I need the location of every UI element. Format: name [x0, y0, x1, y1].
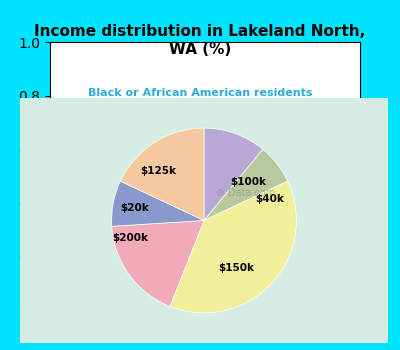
Text: $150k: $150k: [218, 258, 254, 273]
Wedge shape: [170, 181, 296, 313]
Wedge shape: [204, 149, 288, 220]
Wedge shape: [204, 128, 263, 220]
Text: $100k: $100k: [224, 174, 266, 187]
Text: $200k: $200k: [112, 233, 160, 249]
Text: $125k: $125k: [140, 166, 176, 177]
Wedge shape: [112, 220, 204, 306]
Text: $40k: $40k: [247, 190, 284, 204]
Wedge shape: [112, 181, 204, 226]
Wedge shape: [120, 128, 204, 220]
Text: Black or African American residents: Black or African American residents: [88, 88, 312, 98]
Text: $20k: $20k: [120, 203, 154, 213]
Text: Income distribution in Lakeland North,
WA (%): Income distribution in Lakeland North, W…: [34, 25, 366, 57]
Text: ⚙ Data.com: ⚙ Data.com: [216, 188, 275, 198]
